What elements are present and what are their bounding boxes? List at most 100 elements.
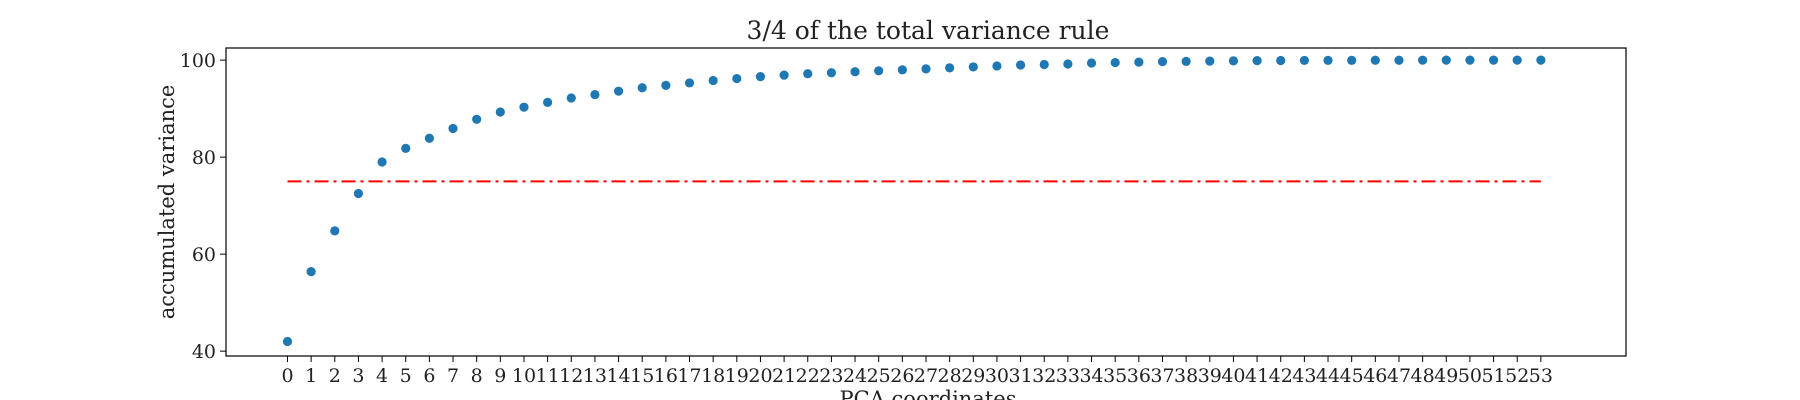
data-point	[1157, 56, 1168, 67]
x-tick-label: 6	[423, 365, 435, 387]
x-tick-label: 50	[1458, 365, 1482, 387]
y-tick-label: 80	[192, 147, 216, 169]
data-point	[637, 83, 647, 93]
x-tick-label: 28	[938, 365, 962, 387]
data-point	[1252, 56, 1262, 66]
x-axis-label: PCA coordinates	[840, 387, 1017, 400]
x-tick-label: 9	[494, 365, 506, 387]
x-tick-label: 22	[796, 365, 820, 387]
y-tick-label: 100	[180, 50, 216, 72]
x-tick-label: 26	[890, 365, 914, 387]
x-tick-label: 39	[1198, 365, 1222, 387]
y-tick-label: 60	[192, 244, 216, 266]
data-point	[968, 62, 978, 72]
data-point	[992, 61, 1002, 71]
x-axis: 0 1 2 3 4 5 6 7 8 9 10 11 12 13 14 15 16 17 18 19 20 21 22 23 24…	[281, 356, 1553, 387]
x-tick-label: 42	[1269, 365, 1293, 387]
data-point	[519, 102, 529, 112]
data-point	[495, 107, 505, 117]
x-tick-label: 53	[1529, 365, 1553, 387]
x-tick-label: 5	[400, 365, 412, 387]
x-tick-label: 38	[1174, 365, 1198, 387]
data-point	[282, 336, 293, 347]
x-tick-label: 34	[1079, 365, 1103, 387]
data-point	[1512, 55, 1522, 65]
x-tick-label: 10	[512, 365, 536, 387]
x-tick-label: 41	[1245, 365, 1269, 387]
x-tick-label: 51	[1481, 365, 1505, 387]
x-tick-label: 37	[1150, 365, 1174, 387]
data-point	[566, 93, 576, 103]
data-point	[1205, 56, 1215, 66]
data-point	[1086, 58, 1097, 68]
y-axis-label: accumulated variance	[155, 85, 179, 320]
data-point	[472, 114, 482, 124]
data-point	[1323, 55, 1333, 65]
x-tick-label: 13	[583, 365, 607, 387]
x-tick-label: 30	[985, 365, 1009, 387]
data-point	[897, 65, 907, 75]
data-point	[1299, 55, 1309, 66]
data-point	[1228, 56, 1239, 66]
x-tick-label: 52	[1505, 365, 1529, 387]
x-tick-label: 40	[1221, 365, 1245, 387]
x-tick-label: 47	[1387, 365, 1411, 387]
data-point	[1276, 55, 1286, 66]
x-tick-label: 25	[867, 365, 891, 387]
data-point	[1063, 59, 1073, 69]
data-point	[590, 89, 600, 100]
x-tick-label: 8	[471, 365, 483, 387]
data-point	[1536, 55, 1546, 65]
data-point	[732, 73, 742, 84]
x-tick-label: 17	[677, 365, 701, 387]
x-tick-label: 15	[630, 365, 654, 387]
data-point	[1465, 55, 1475, 65]
data-point	[1394, 55, 1404, 65]
data-point	[945, 63, 955, 73]
x-tick-label: 7	[447, 365, 459, 387]
data-point	[1370, 55, 1380, 65]
x-tick-label: 29	[961, 365, 985, 387]
data-point	[755, 72, 766, 82]
x-tick-label: 27	[914, 365, 938, 387]
data-point	[684, 78, 695, 88]
x-tick-label: 46	[1363, 365, 1387, 387]
data-point	[448, 123, 458, 134]
data-point	[1015, 60, 1026, 70]
x-tick-label: 31	[1009, 365, 1033, 387]
x-tick-label: 35	[1103, 365, 1127, 387]
data-point	[1110, 57, 1120, 68]
data-point	[1488, 55, 1499, 65]
x-tick-label: 16	[654, 365, 678, 387]
data-point	[874, 66, 884, 76]
chart-title: 3/4 of the total variance rule	[747, 16, 1110, 45]
x-tick-label: 11	[536, 365, 560, 387]
data-point	[921, 64, 931, 74]
data-point	[1418, 55, 1428, 65]
x-tick-label: 32	[1032, 365, 1056, 387]
x-tick-label: 0	[281, 365, 293, 387]
x-tick-label: 3	[352, 365, 364, 387]
x-tick-label: 49	[1434, 365, 1458, 387]
data-point	[306, 267, 316, 277]
data-point	[613, 86, 624, 96]
data-point	[1039, 59, 1049, 70]
x-tick-label: 4	[376, 365, 388, 387]
y-tick-label: 40	[192, 341, 216, 363]
data-point	[1134, 57, 1144, 67]
data-point	[1347, 55, 1357, 65]
x-tick-label: 44	[1316, 365, 1340, 387]
data-point	[330, 226, 340, 236]
x-tick-label: 23	[819, 365, 843, 387]
data-point	[377, 157, 387, 167]
data-point	[353, 188, 364, 199]
x-tick-label: 12	[559, 365, 583, 387]
x-tick-label: 48	[1411, 365, 1435, 387]
data-point	[1441, 55, 1451, 65]
x-tick-label: 24	[843, 365, 867, 387]
x-tick-label: 36	[1127, 365, 1151, 387]
data-points	[282, 55, 1546, 347]
y-axis: 40 60 80 100	[180, 50, 226, 363]
data-point	[708, 75, 718, 86]
